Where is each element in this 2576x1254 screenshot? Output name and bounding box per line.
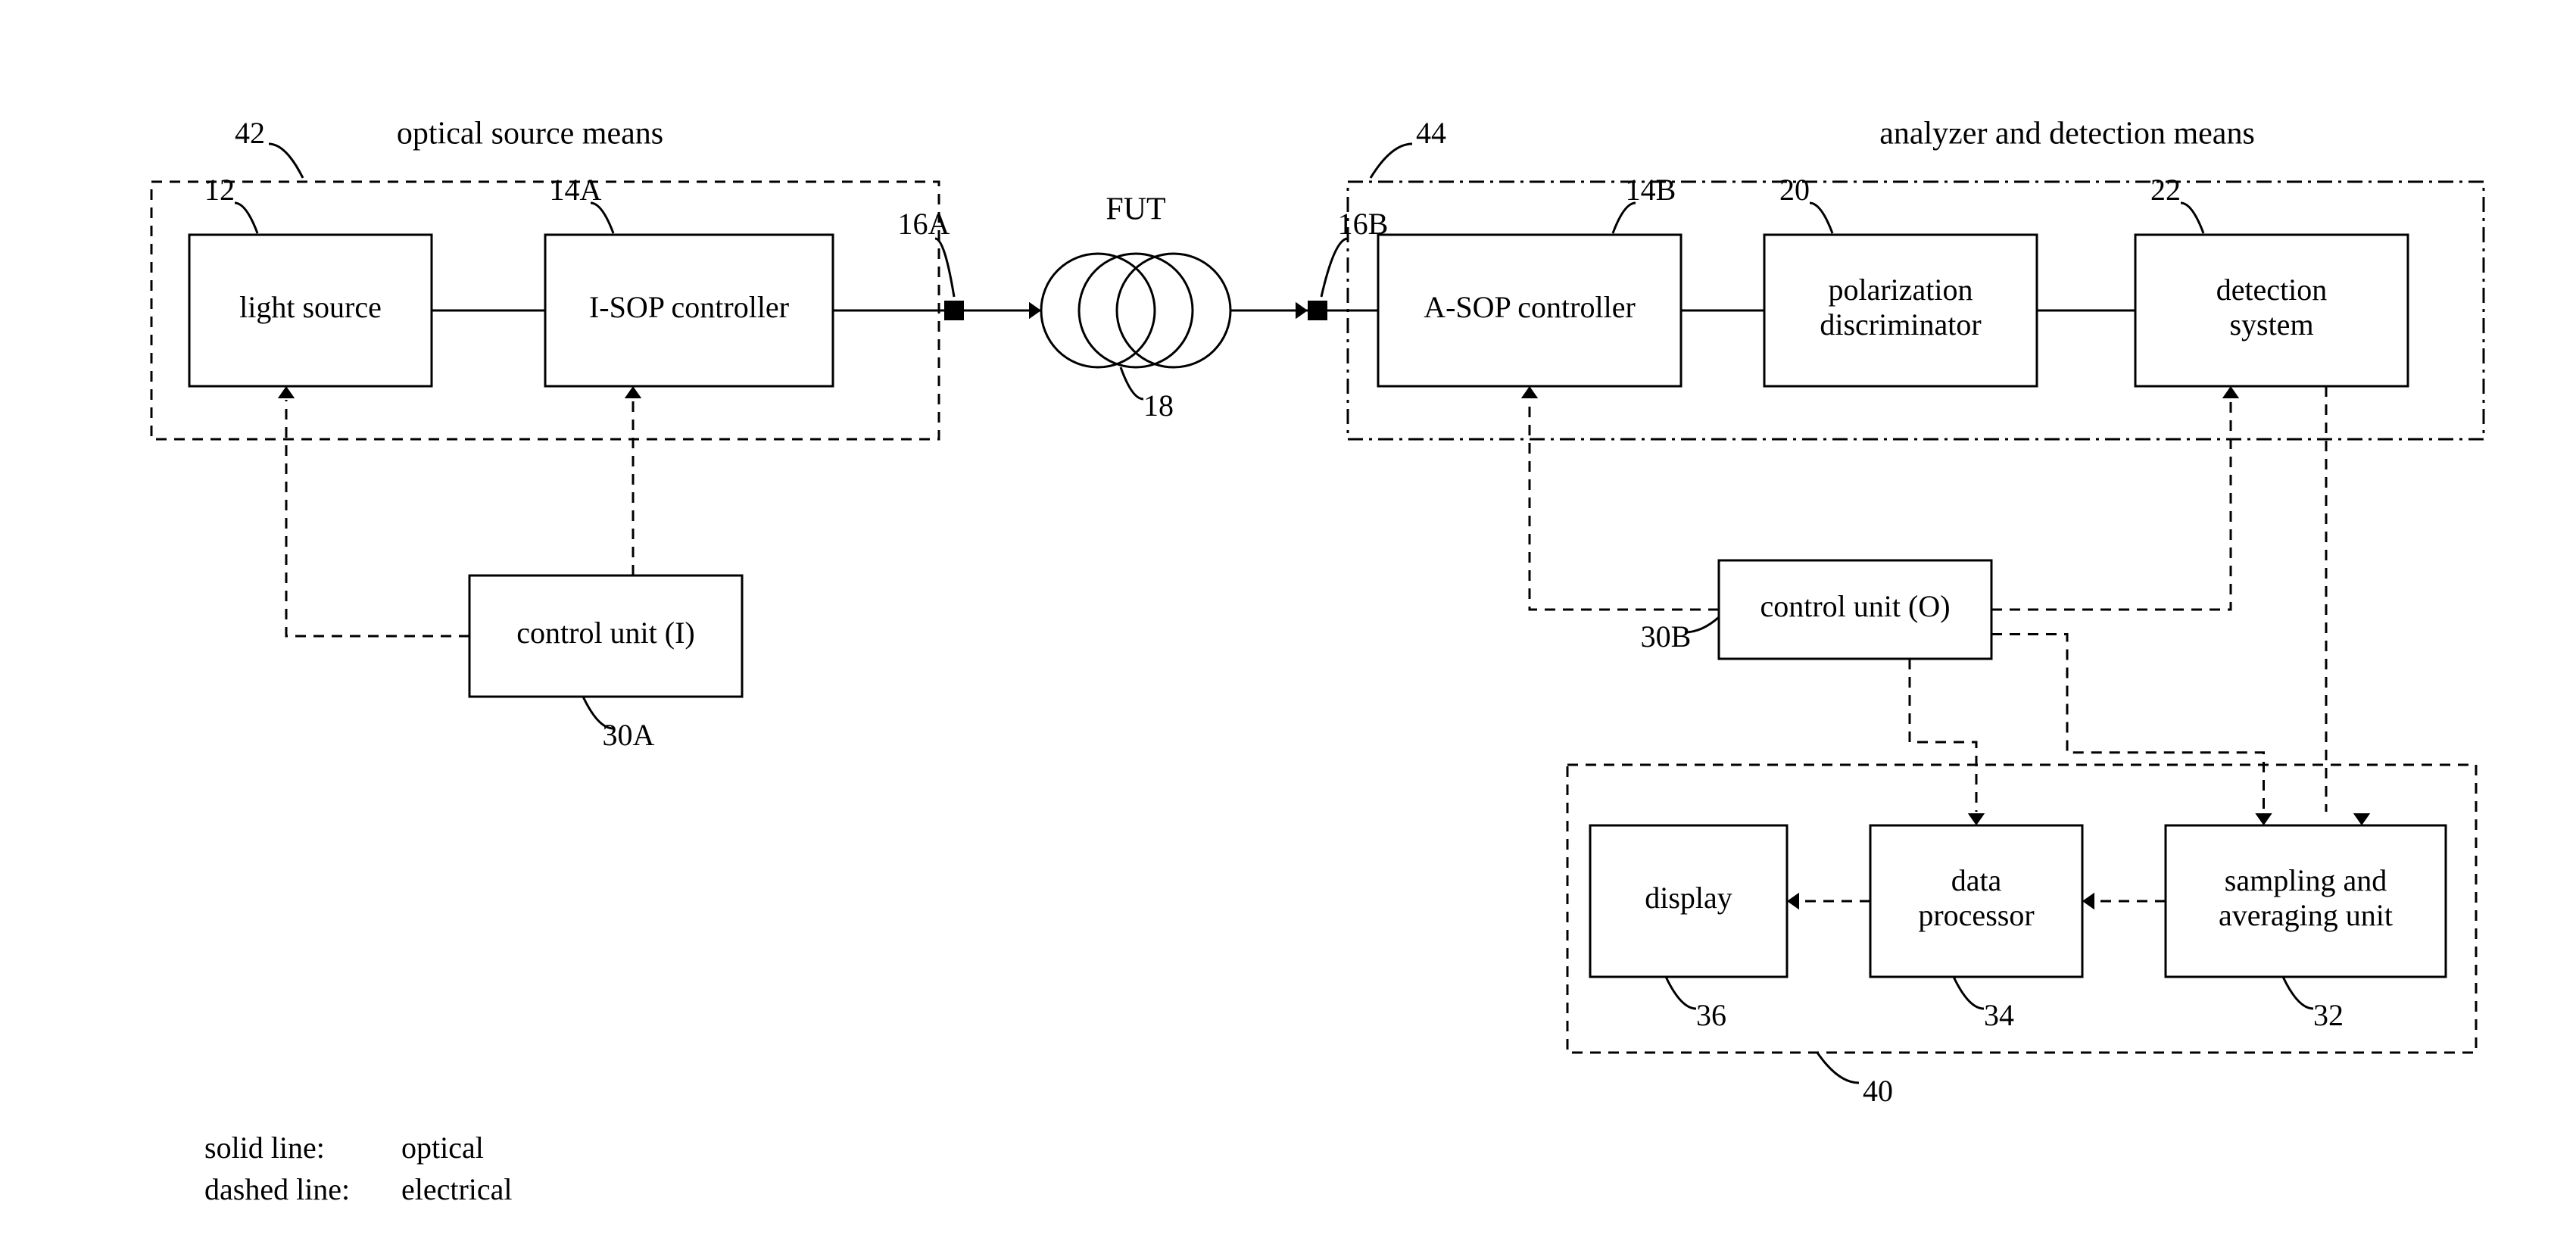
- svg-text:14B: 14B: [1626, 173, 1676, 207]
- svg-text:discriminator: discriminator: [1820, 307, 1981, 342]
- legend-dashed-val: electrical: [401, 1172, 513, 1206]
- svg-text:averaging unit: averaging unit: [2219, 898, 2393, 932]
- svg-text:36: 36: [1696, 998, 1726, 1032]
- svg-text:detection: detection: [2216, 273, 2328, 307]
- legend-solid-key: solid line:: [204, 1131, 325, 1165]
- connector-16b: [1308, 301, 1327, 320]
- fut-coil: [1079, 254, 1193, 367]
- legend-dashed-key: dashed line:: [204, 1172, 350, 1206]
- svg-text:I-SOP controller: I-SOP controller: [589, 290, 789, 324]
- svg-text:42: 42: [235, 116, 265, 150]
- svg-text:32: 32: [2313, 998, 2344, 1032]
- svg-text:30A: 30A: [603, 718, 655, 752]
- svg-text:control unit (I): control unit (I): [516, 616, 695, 650]
- svg-text:12: 12: [204, 173, 235, 207]
- svg-text:control unit (O): control unit (O): [1760, 589, 1950, 623]
- svg-text:polarization: polarization: [1828, 273, 1973, 307]
- svg-text:44: 44: [1416, 116, 1446, 150]
- svg-text:light source: light source: [239, 290, 382, 324]
- svg-text:16A: 16A: [898, 207, 950, 241]
- svg-text:14A: 14A: [550, 173, 602, 207]
- svg-text:20: 20: [1779, 173, 1810, 207]
- svg-text:analyzer and detection means: analyzer and detection means: [1879, 117, 2255, 151]
- svg-text:processor: processor: [1918, 898, 2034, 932]
- legend-solid-val: optical: [401, 1131, 484, 1165]
- svg-text:34: 34: [1984, 998, 2014, 1032]
- svg-text:data: data: [1951, 863, 2002, 897]
- fut-coil: [1041, 254, 1155, 367]
- svg-text:16B: 16B: [1338, 207, 1389, 241]
- svg-text:optical source means: optical source means: [397, 117, 663, 151]
- svg-text:FUT: FUT: [1106, 192, 1165, 227]
- svg-text:30B: 30B: [1641, 619, 1692, 654]
- svg-text:sampling and: sampling and: [2225, 863, 2387, 897]
- connector-16a: [944, 301, 964, 320]
- svg-text:18: 18: [1143, 388, 1174, 423]
- svg-text:40: 40: [1863, 1074, 1893, 1108]
- svg-text:display: display: [1645, 881, 1732, 915]
- svg-text:system: system: [2229, 307, 2313, 342]
- svg-text:A-SOP controller: A-SOP controller: [1424, 290, 1636, 324]
- svg-text:22: 22: [2150, 173, 2181, 207]
- fut-coil: [1117, 254, 1230, 367]
